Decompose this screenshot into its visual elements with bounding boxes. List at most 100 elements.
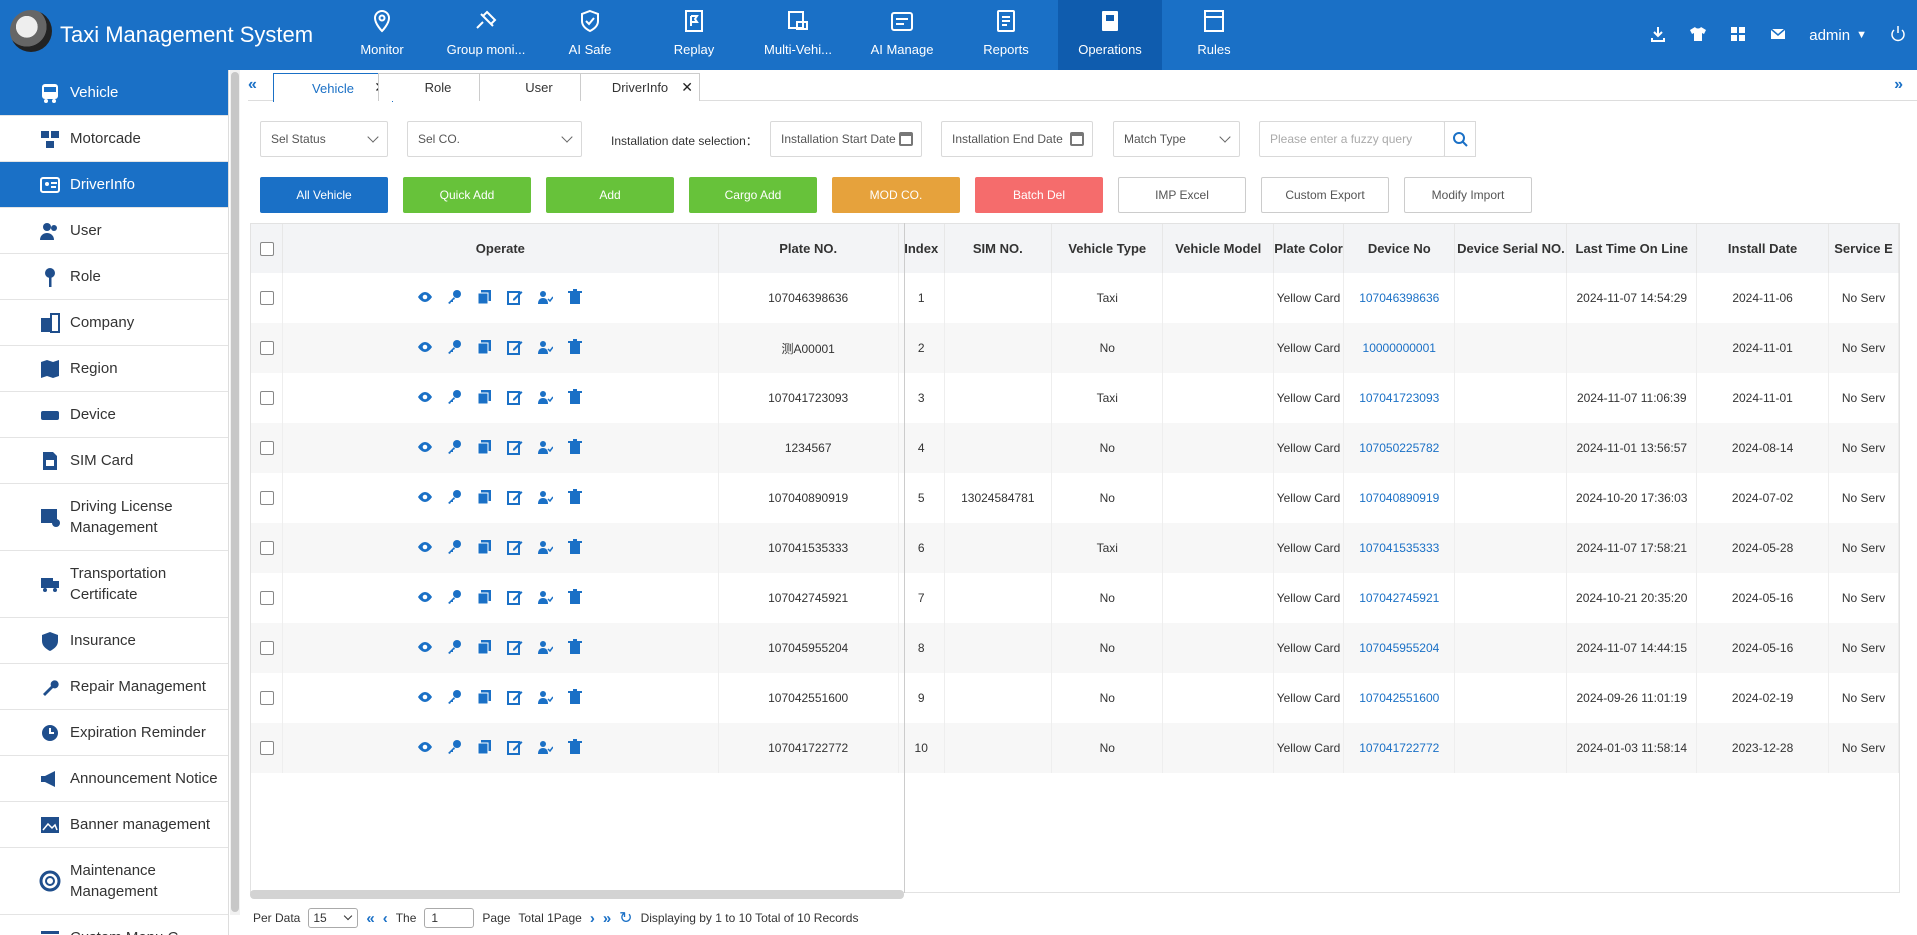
edit-icon[interactable]	[507, 639, 523, 655]
copy-icon[interactable]	[477, 489, 493, 505]
table-row[interactable]: 107042745921 7 No Yellow Card 107042745921 20…	[251, 573, 1899, 623]
column-header[interactable]: Last Time On Line	[1566, 224, 1698, 273]
page-number-input[interactable]: 1	[424, 908, 475, 928]
column-header[interactable]: Operate	[282, 224, 719, 273]
nav-item-3[interactable]: Replay	[642, 0, 746, 70]
action-button-5[interactable]: Batch Del	[975, 177, 1103, 213]
fuzzy-search-input[interactable]: Please enter a fuzzy query	[1259, 121, 1445, 157]
table-row[interactable]: 107045955204 8 No Yellow Card 107045955204 20…	[251, 623, 1899, 673]
row-checkbox[interactable]	[259, 441, 274, 456]
copy-icon[interactable]	[477, 389, 493, 405]
key-icon[interactable]	[447, 739, 463, 755]
assign-driver-icon[interactable]	[537, 439, 554, 455]
row-checkbox[interactable]	[259, 291, 274, 306]
last-page-icon[interactable]: »	[602, 909, 612, 927]
copy-icon[interactable]	[477, 639, 493, 655]
row-checkbox[interactable]	[259, 641, 274, 656]
edit-icon[interactable]	[507, 339, 523, 355]
trash-icon[interactable]	[567, 438, 583, 455]
assign-driver-icon[interactable]	[537, 689, 554, 705]
match-type-select[interactable]: Match Type	[1113, 121, 1240, 157]
key-icon[interactable]	[447, 489, 463, 505]
key-icon[interactable]	[447, 539, 463, 555]
sidebar-item-9[interactable]: Driving License Management	[0, 484, 228, 551]
column-header[interactable]: Service E	[1828, 224, 1899, 273]
sidebar-item-7[interactable]: Device	[0, 392, 228, 438]
view-eye-icon[interactable]	[417, 339, 433, 355]
column-header[interactable]: Device No	[1343, 224, 1456, 273]
action-button-8[interactable]: Modify Import	[1404, 177, 1532, 213]
action-button-3[interactable]: Cargo Add	[689, 177, 817, 213]
nav-item-1[interactable]: Group moni...	[434, 0, 538, 70]
trash-icon[interactable]	[567, 288, 583, 305]
assign-driver-icon[interactable]	[537, 389, 554, 405]
prev-page-icon[interactable]: ‹	[382, 909, 388, 927]
sidebar-item-3[interactable]: User	[0, 208, 228, 254]
key-icon[interactable]	[447, 689, 463, 705]
power-icon[interactable]	[1889, 25, 1907, 46]
sidebar-item-16[interactable]: Maintenance Management	[0, 848, 228, 915]
cell-device[interactable]: 107042745921	[1343, 573, 1456, 623]
sidebar-item-10[interactable]: Transportation Certificate	[0, 551, 228, 618]
edit-icon[interactable]	[507, 389, 523, 405]
nav-item-8[interactable]: Rules	[1162, 0, 1266, 70]
assign-driver-icon[interactable]	[537, 639, 554, 655]
key-icon[interactable]	[447, 589, 463, 605]
search-button[interactable]	[1444, 121, 1476, 157]
cell-device[interactable]: 107045955204	[1343, 623, 1456, 673]
cell-device[interactable]: 107041723093	[1343, 373, 1456, 423]
sidebar-item-8[interactable]: SIM Card	[0, 438, 228, 484]
table-row[interactable]: 107041722772 10 No Yellow Card 107041722772 2…	[251, 723, 1899, 773]
assign-driver-icon[interactable]	[537, 289, 554, 305]
column-header[interactable]: Vehicle Model	[1162, 224, 1275, 273]
column-header[interactable]: Device Serial NO.	[1454, 224, 1568, 273]
key-icon[interactable]	[447, 439, 463, 455]
nav-item-4[interactable]: Multi-Vehi...	[746, 0, 850, 70]
column-header[interactable]: Install Date	[1696, 224, 1830, 273]
layout-grid-icon[interactable]	[1729, 25, 1747, 46]
cell-device[interactable]: 107050225782	[1343, 423, 1456, 473]
sidebar-item-4[interactable]: Role	[0, 254, 228, 300]
trash-icon[interactable]	[567, 538, 583, 555]
table-row[interactable]: 107041723093 3 Taxi Yellow Card 107041723093…	[251, 373, 1899, 423]
close-icon[interactable]: ✕	[681, 79, 693, 95]
trash-icon[interactable]	[567, 588, 583, 605]
view-eye-icon[interactable]	[417, 389, 433, 405]
copy-icon[interactable]	[477, 439, 493, 455]
row-checkbox[interactable]	[259, 541, 274, 556]
copy-icon[interactable]	[477, 689, 493, 705]
key-icon[interactable]	[447, 389, 463, 405]
sidebar-item-6[interactable]: Region	[0, 346, 228, 392]
cell-device[interactable]: 107042551600	[1343, 673, 1456, 723]
view-eye-icon[interactable]	[417, 689, 433, 705]
table-row[interactable]: 1234567 4 No Yellow Card 107050225782 2024-11…	[251, 423, 1899, 473]
table-row[interactable]: 测A00001 2 No Yellow Card 10000000001 2024-11-…	[251, 323, 1899, 373]
edit-icon[interactable]	[507, 439, 523, 455]
sidebar-item-13[interactable]: Expiration Reminder	[0, 710, 228, 756]
next-page-icon[interactable]: ›	[589, 909, 595, 927]
tab-0[interactable]: Vehicle✕	[273, 73, 393, 102]
nav-item-6[interactable]: Reports	[954, 0, 1058, 70]
nav-item-0[interactable]: Monitor	[330, 0, 434, 70]
row-checkbox[interactable]	[259, 341, 274, 356]
download-icon[interactable]	[1649, 25, 1667, 46]
sidebar-item-12[interactable]: Repair Management	[0, 664, 228, 710]
nav-item-5[interactable]: AI Manage	[850, 0, 954, 70]
sidebar-item-17[interactable]: Custom Menu C...	[0, 915, 228, 935]
assign-driver-icon[interactable]	[537, 489, 554, 505]
edit-icon[interactable]	[507, 289, 523, 305]
edit-icon[interactable]	[507, 739, 523, 755]
tab-3[interactable]: DriverInfo ✕	[580, 73, 700, 101]
view-eye-icon[interactable]	[417, 739, 433, 755]
sidebar-item-11[interactable]: Insurance	[0, 618, 228, 664]
company-select[interactable]: Sel CO.	[407, 121, 582, 157]
table-horizontal-scrollbar[interactable]	[250, 890, 904, 899]
cell-device[interactable]: 107041722772	[1343, 723, 1456, 773]
row-checkbox[interactable]	[259, 591, 274, 606]
key-icon[interactable]	[447, 639, 463, 655]
action-button-4[interactable]: MOD CO.	[832, 177, 960, 213]
first-page-icon[interactable]: «	[366, 909, 375, 927]
action-button-0[interactable]: All Vehicle	[260, 177, 388, 213]
copy-icon[interactable]	[477, 539, 493, 555]
copy-icon[interactable]	[477, 289, 493, 305]
